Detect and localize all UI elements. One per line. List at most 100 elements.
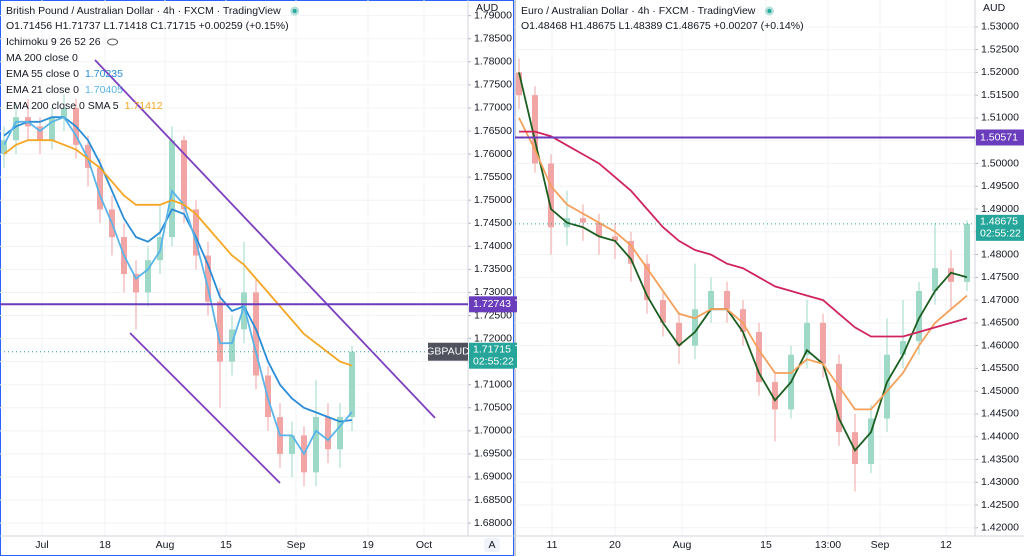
- candle-body: [313, 416, 319, 473]
- y-tick-label: 1.43000: [981, 476, 1019, 488]
- candle-body: [532, 95, 538, 164]
- hidden-indicator: MA 200 close 0: [6, 52, 78, 64]
- candle-body: [349, 351, 355, 417]
- x-tick-label: 11: [547, 539, 558, 551]
- candle-body: [724, 290, 730, 310]
- y-tick-label: 1.45500: [981, 362, 1019, 374]
- y-tick-label: 1.44000: [981, 431, 1019, 443]
- indicator-line: [519, 130, 968, 338]
- countdown-label: 02:55:22: [980, 228, 1021, 240]
- x-tick-label: Sep: [287, 539, 306, 551]
- indicator-line: [3, 116, 353, 456]
- y-tick-label: 1.48000: [981, 248, 1019, 260]
- y-tick-label: 1.45000: [981, 385, 1019, 397]
- candle-body: [820, 322, 826, 364]
- candle-body: [916, 290, 922, 342]
- price-tag-label: 1.72743: [473, 298, 511, 310]
- candle-body: [37, 126, 43, 141]
- chart-title: Euro / Australian Dollar · 4h · FXCM · T…: [521, 5, 756, 17]
- candle-body: [676, 322, 682, 346]
- candle-body: [1, 140, 7, 155]
- y-tick-label: 1.75500: [474, 171, 512, 183]
- hidden-eye-icon[interactable]: [107, 38, 119, 46]
- currency-label: AUD: [476, 2, 499, 14]
- candle-body: [145, 260, 151, 293]
- candle-body: [804, 322, 810, 355]
- live-dot: [292, 9, 297, 13]
- x-tick-label: 15: [760, 539, 772, 551]
- x-tick-label: 18: [99, 539, 111, 551]
- candle-body: [708, 290, 714, 310]
- y-tick-label: 1.46500: [981, 317, 1019, 329]
- candle-body: [97, 167, 103, 210]
- candle-body: [644, 263, 650, 301]
- candle-body: [868, 418, 874, 465]
- candle-body: [217, 301, 223, 362]
- scale-mode-button[interactable]: [484, 538, 500, 552]
- candle-body: [740, 309, 746, 332]
- y-tick-label: 1.73500: [474, 263, 512, 275]
- candle-body: [516, 72, 522, 96]
- candle-body: [900, 341, 906, 355]
- candle-body: [964, 223, 970, 282]
- y-tick-label: 1.77000: [474, 102, 512, 114]
- y-tick-label: 1.71000: [474, 378, 512, 390]
- indicator-line: [518, 117, 968, 411]
- x-tick-label: Oct: [416, 539, 432, 551]
- y-tick-label: 1.49000: [981, 203, 1019, 215]
- x-tick-label: Aug: [156, 539, 175, 551]
- y-tick-label: 1.74500: [474, 217, 512, 229]
- candle-body: [289, 435, 295, 454]
- y-tick-label: 1.76500: [474, 125, 512, 137]
- candle-body: [884, 354, 890, 419]
- x-tick-label: 12: [940, 539, 952, 551]
- last-price-box: [976, 214, 1024, 241]
- candle-body: [193, 209, 199, 256]
- y-tick-label: 1.78000: [474, 56, 512, 68]
- y-tick-label: 1.51000: [981, 112, 1019, 124]
- y-tick-label: 1.76000: [474, 148, 512, 160]
- candle-body: [932, 268, 938, 291]
- x-tick-label: 13:00: [815, 539, 841, 551]
- candle-body: [337, 416, 343, 450]
- candle-body: [181, 140, 187, 210]
- candle-body: [61, 107, 67, 118]
- legend-entry: EMA 21 close 0: [6, 84, 79, 96]
- candle-body: [169, 140, 175, 238]
- currency-label: AUD: [983, 2, 1006, 14]
- y-tick-label: 1.42500: [981, 499, 1019, 511]
- y-tick-label: 1.70500: [474, 402, 512, 414]
- candle-body: [325, 416, 331, 450]
- candle-body: [229, 329, 235, 362]
- legend-value: 1.71412: [125, 100, 163, 112]
- candle-body: [548, 163, 554, 228]
- y-tick-label: 1.49500: [981, 180, 1019, 192]
- legend-entry: EMA 55 close 0: [6, 68, 79, 80]
- legend-value: 1.70405: [85, 84, 123, 96]
- indicator-line: [518, 72, 968, 452]
- indicator-line: [3, 139, 353, 367]
- last-price-label: 1.71715: [473, 344, 511, 356]
- candle-body: [628, 240, 634, 264]
- hidden-indicator: Ichimoku 9 26 52 26: [6, 36, 101, 48]
- legend-value: 1.70235: [85, 68, 123, 80]
- candle-body: [205, 255, 211, 302]
- ohlc-values: O1.48468 H1.48675 L1.48389 C1.48675 +0.0…: [521, 20, 804, 32]
- y-tick-label: 1.53000: [981, 21, 1019, 33]
- x-tick-label: Sep: [871, 539, 890, 551]
- y-tick-label: 1.50000: [981, 157, 1019, 169]
- y-tick-label: 1.77500: [474, 79, 512, 91]
- y-tick-label: 1.46000: [981, 339, 1019, 351]
- y-tick-label: 1.78500: [474, 33, 512, 45]
- candle-body: [948, 268, 954, 282]
- price-tag-label: 1.50571: [980, 131, 1018, 143]
- last-price-label: 1.48675: [980, 216, 1018, 228]
- candle-body: [660, 300, 666, 323]
- candle-body: [852, 432, 858, 465]
- candle-body: [692, 309, 698, 346]
- trend-line: [94, 59, 436, 419]
- x-tick-label: 19: [362, 539, 374, 551]
- y-tick-label: 1.51500: [981, 89, 1019, 101]
- candle-body: [772, 382, 778, 410]
- y-tick-label: 1.43500: [981, 453, 1019, 465]
